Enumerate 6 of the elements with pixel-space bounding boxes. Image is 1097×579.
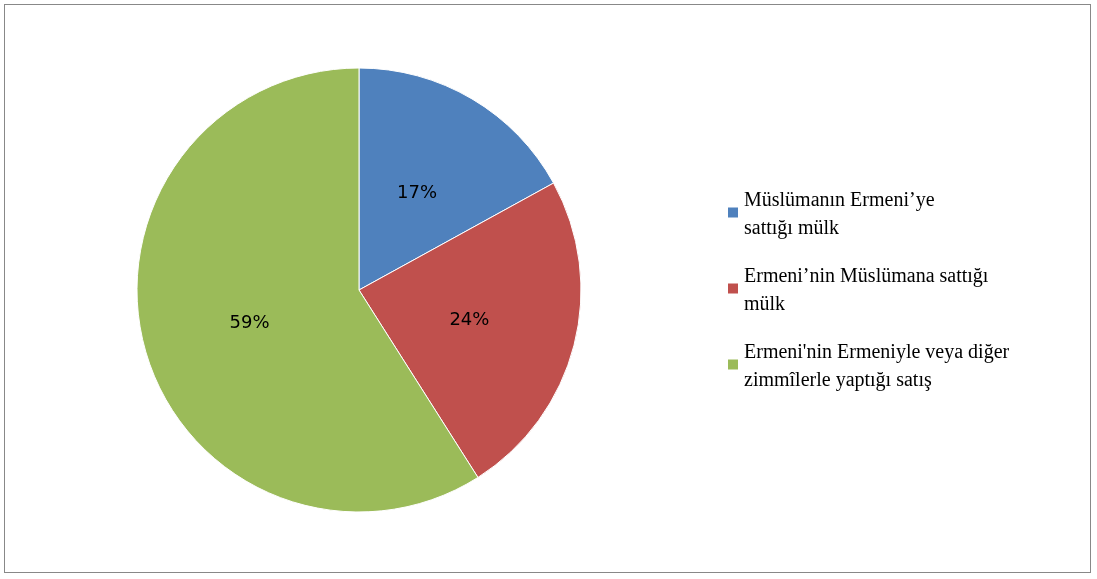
legend-label: Ermeni'nin Ermeniyle veya diğer zimmîlerle yaptığı satış [744, 339, 1015, 391]
legend-label: Ermeni’nin Müslümana sattığı mülk [744, 263, 994, 314]
data-label: 59% [229, 311, 270, 333]
data-label: 17% [397, 181, 438, 203]
legend-label: Müslümanın Ermeni’ye sattığı mülk [744, 187, 940, 239]
data-label: 24% [449, 307, 490, 329]
